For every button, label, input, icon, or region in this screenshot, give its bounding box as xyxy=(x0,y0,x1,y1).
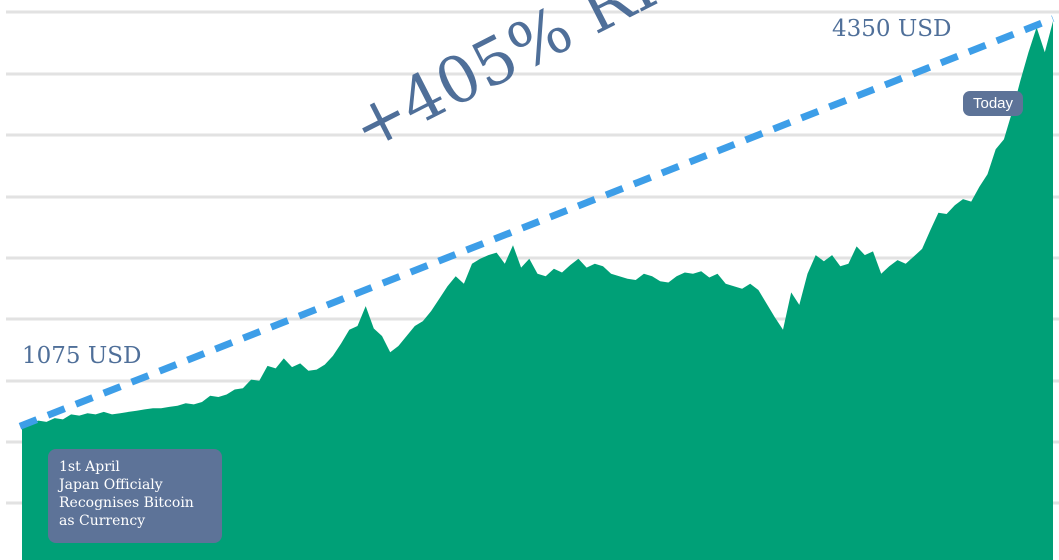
event-annotation-box: 1st April Japan Officialy Recognises Bit… xyxy=(48,449,222,543)
end-price-label: 4350 USD xyxy=(832,16,952,42)
event-annotation-line: Recognises Bitcoin xyxy=(59,495,194,511)
event-annotation-line: as Currency xyxy=(59,513,146,529)
price-area xyxy=(22,21,1053,560)
trend-line xyxy=(18,15,1055,430)
event-annotation-line: 1st April xyxy=(59,459,120,475)
start-price-label: 1075 USD xyxy=(22,343,142,369)
event-annotation-line: Japan Officialy xyxy=(59,477,163,493)
today-badge: Today xyxy=(963,91,1024,116)
